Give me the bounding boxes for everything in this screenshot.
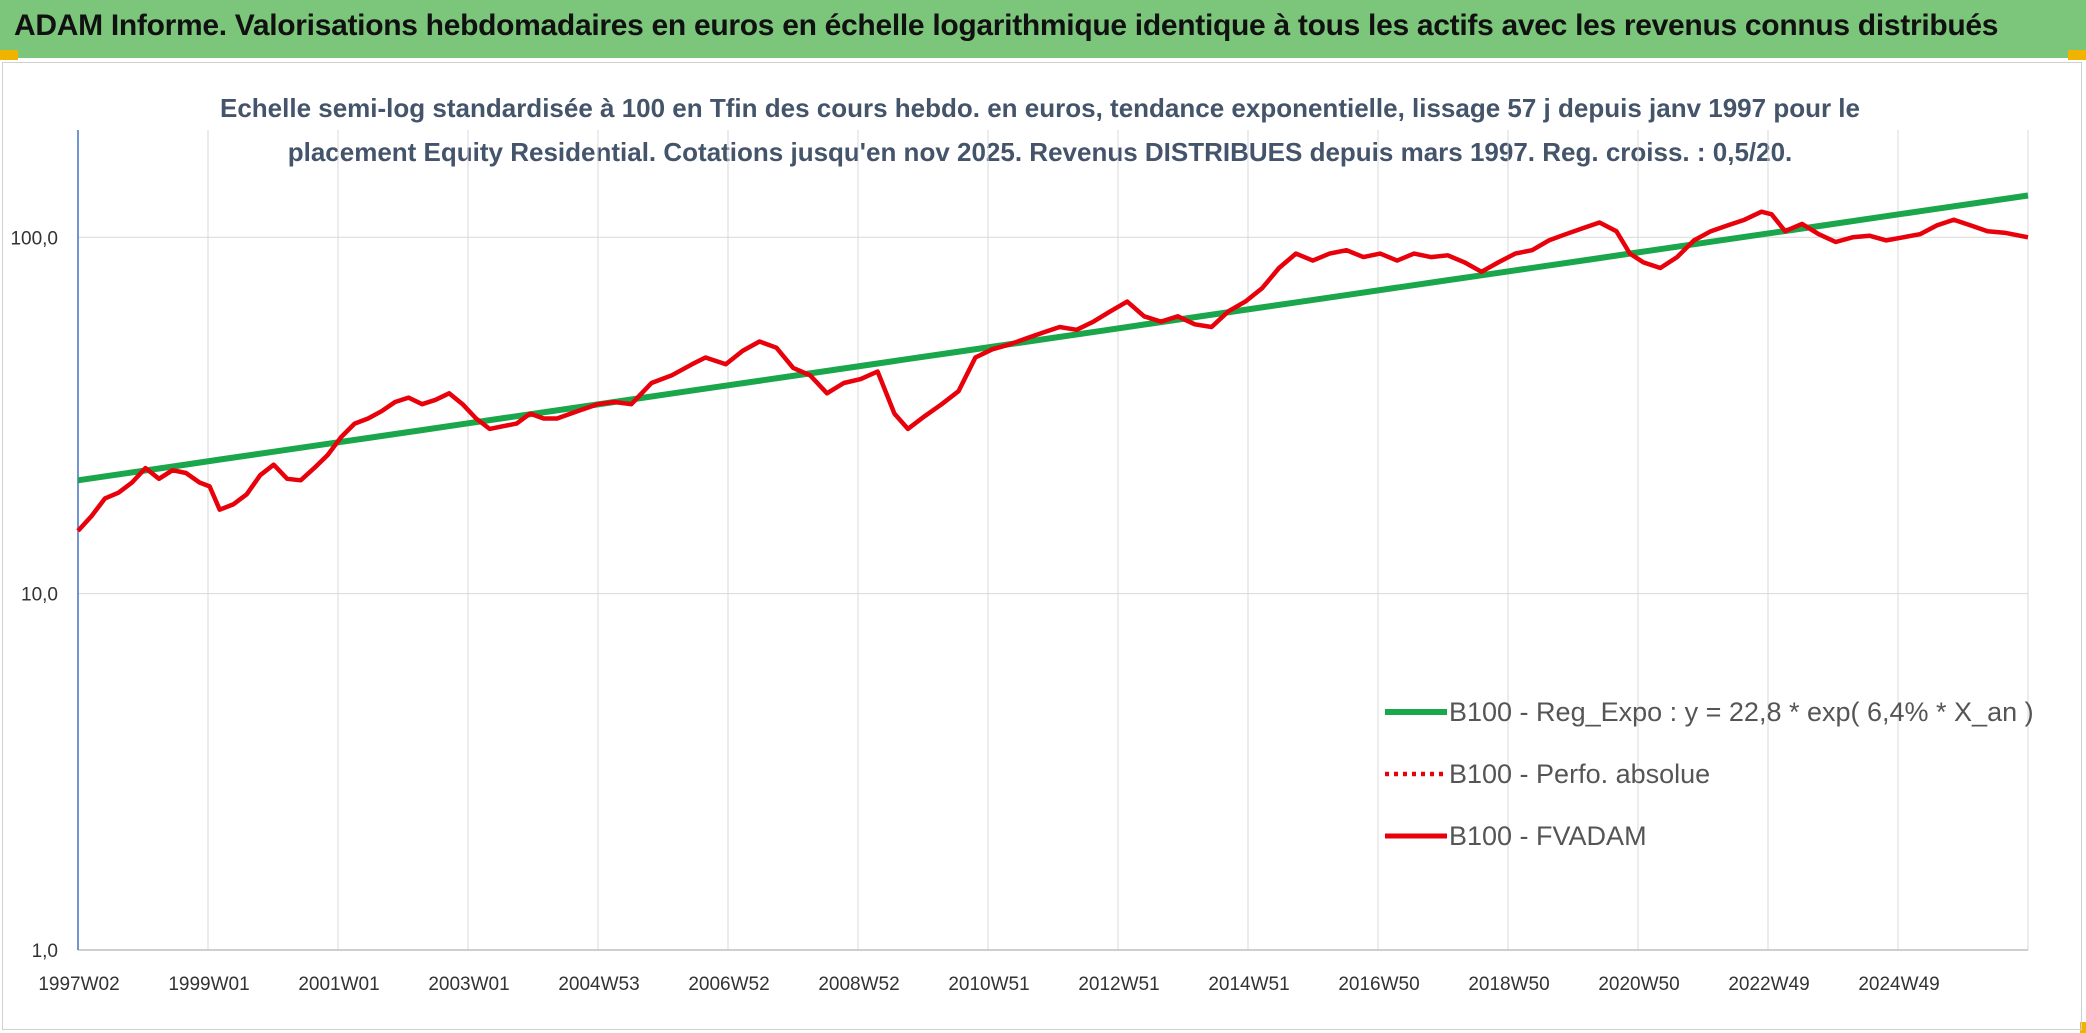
x-tick-label: 2022W49 — [1728, 974, 1809, 995]
fvadam-line — [76, 209, 2029, 533]
chart-subtitle: Echelle semi-log standardisée à 100 en T… — [200, 86, 1880, 174]
x-tick-label: 2012W51 — [1078, 974, 1159, 995]
chart-frame — [2, 62, 2082, 1030]
chart-subtitle-line1: Echelle semi-log standardisée à 100 en T… — [219, 93, 1860, 123]
y-tick-label: 10,0 — [21, 585, 58, 606]
legend-label: B100 - FVADAM — [1449, 821, 1647, 851]
legend-label: B100 - Reg_Expo : y = 22,8 * exp( 6,4% *… — [1449, 697, 2034, 727]
chart-subtitle-line2: placement Equity Residential. Cotations … — [287, 137, 1793, 167]
x-tick-label: 2016W50 — [1338, 974, 1419, 995]
x-tick-label: 2004W53 — [558, 974, 639, 995]
regression-line — [77, 192, 2029, 484]
x-tick-label: 2018W50 — [1468, 974, 1549, 995]
corner-accent-left — [0, 50, 18, 60]
corner-accent-right — [2068, 50, 2086, 60]
x-tick-label: 2010W51 — [948, 974, 1029, 995]
header-bar: ADAM Informe. Valorisations hebdomadaire… — [0, 0, 2086, 58]
x-tick-label: 2006W52 — [688, 974, 769, 995]
x-tick-label: 2001W01 — [298, 974, 379, 995]
y-tick-label: 1,0 — [32, 941, 58, 962]
y-tick-label: 100,0 — [10, 228, 58, 249]
corner-accent-bottom-right — [2080, 1022, 2086, 1033]
x-tick-label: 2020W50 — [1598, 974, 1679, 995]
x-tick-label: 2003W01 — [428, 974, 509, 995]
page-title: ADAM Informe. Valorisations hebdomadaire… — [14, 9, 1999, 42]
x-tick-label: 1997W02 — [38, 974, 119, 995]
x-tick-label: 1999W01 — [168, 974, 249, 995]
legend-label: B100 - Perfo. absolue — [1449, 759, 1710, 789]
x-tick-label: 2024W49 — [1858, 974, 1939, 995]
x-tick-label: 2008W52 — [818, 974, 899, 995]
x-tick-label: 2014W51 — [1208, 974, 1289, 995]
